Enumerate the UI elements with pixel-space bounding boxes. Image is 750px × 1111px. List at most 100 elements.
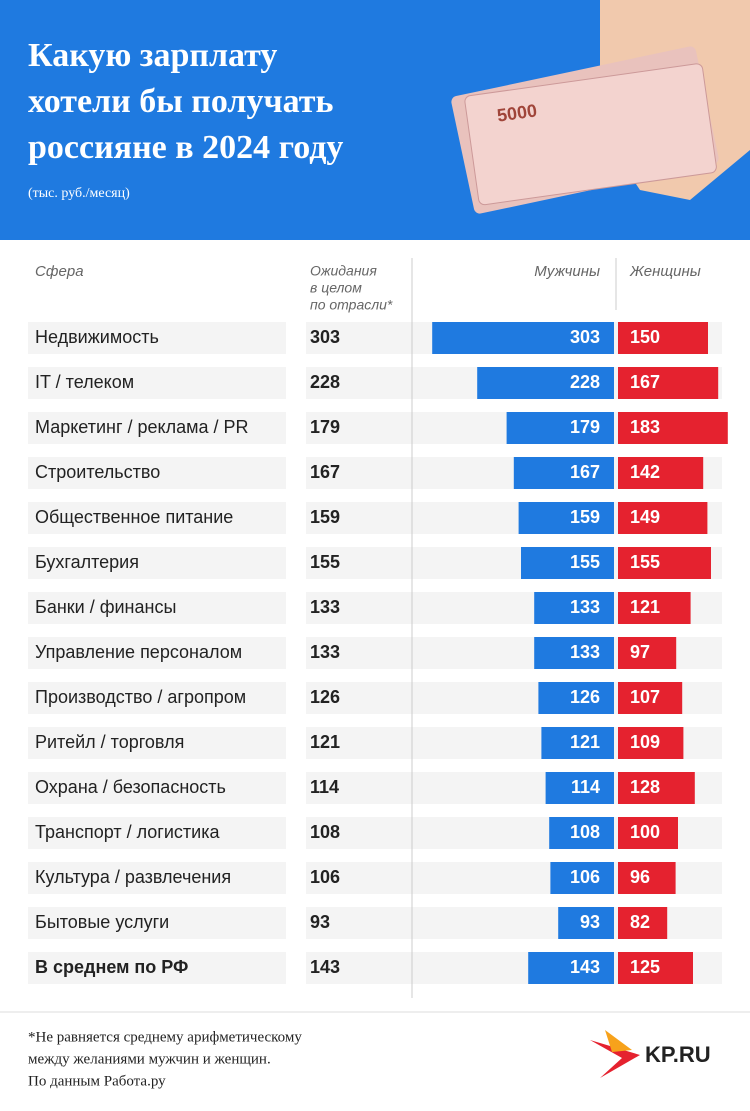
category-label: Управление персоналом xyxy=(35,642,242,662)
overall-value: 303 xyxy=(310,327,340,347)
bar xyxy=(534,637,614,669)
bar xyxy=(618,412,728,444)
row-gap xyxy=(286,907,306,939)
value-label: 93 xyxy=(580,912,600,932)
bar xyxy=(558,907,614,939)
value-label: 106 xyxy=(570,867,600,887)
bar xyxy=(618,637,677,669)
bar xyxy=(538,682,614,714)
value-label: 96 xyxy=(630,867,650,887)
category-label: Недвижимость xyxy=(35,327,159,347)
bar xyxy=(618,682,683,714)
bar xyxy=(618,367,719,399)
legend-label: Женщины xyxy=(629,263,701,280)
value-label: 97 xyxy=(630,642,650,662)
value-label: 109 xyxy=(630,732,660,752)
value-label: 126 xyxy=(570,687,600,707)
row-gap xyxy=(286,547,306,579)
value-label: 121 xyxy=(630,597,660,617)
row-gap xyxy=(286,412,306,444)
overall-value: 114 xyxy=(310,777,339,797)
value-label: 121 xyxy=(570,732,600,752)
value-label: 143 xyxy=(570,957,600,977)
footnote: между желаниями мужчин и женщин. xyxy=(28,1051,271,1067)
bar xyxy=(521,547,614,579)
value-label: 133 xyxy=(570,642,600,662)
overall-value: 143 xyxy=(310,957,340,977)
category-label: Ритейл / торговля xyxy=(35,732,184,752)
value-label: 303 xyxy=(570,327,600,347)
value-label: 179 xyxy=(570,417,600,437)
row-gap xyxy=(286,592,306,624)
row-gap xyxy=(286,502,306,534)
value-label: 167 xyxy=(570,462,600,482)
bar xyxy=(618,952,693,984)
bar xyxy=(477,367,614,399)
bar xyxy=(506,412,614,444)
category-label: Общественное питание xyxy=(35,507,233,527)
category-label: Культура / развлечения xyxy=(35,867,231,887)
legend-label: Мужчины xyxy=(534,263,600,280)
value-label: 183 xyxy=(630,417,660,437)
category-label: Охрана / безопасность xyxy=(35,777,226,797)
category-label: IT / телеком xyxy=(35,372,134,392)
column-header: Сфера xyxy=(35,263,84,280)
overall-value: 167 xyxy=(310,462,340,482)
row-gap xyxy=(286,457,306,489)
chart-title: хотели бы получать xyxy=(28,83,333,120)
bar xyxy=(618,907,668,939)
column-header: в целом xyxy=(310,280,362,296)
value-label: 108 xyxy=(570,822,600,842)
bar xyxy=(549,817,614,849)
row-gap xyxy=(286,637,306,669)
bar xyxy=(513,457,614,489)
overall-value: 228 xyxy=(310,372,340,392)
value-label: 142 xyxy=(630,462,660,482)
column-header: по отрасли* xyxy=(310,297,393,313)
value-label: 228 xyxy=(570,372,600,392)
value-label: 107 xyxy=(630,687,660,707)
column-header: Ожидания xyxy=(310,263,377,279)
overall-value: 106 xyxy=(310,867,340,887)
row-gap xyxy=(286,367,306,399)
bar xyxy=(534,592,614,624)
value-label: 82 xyxy=(630,912,650,932)
overall-value: 159 xyxy=(310,507,340,527)
bar xyxy=(618,772,695,804)
money-illustration: 5000 xyxy=(451,0,750,214)
bar xyxy=(618,547,711,579)
bar xyxy=(550,862,614,894)
bar xyxy=(618,592,691,624)
category-label: В среднем по РФ xyxy=(35,957,188,977)
row-gap xyxy=(286,322,306,354)
logo-icon xyxy=(590,1030,640,1078)
category-label: Строительство xyxy=(35,462,160,482)
category-label: Транспорт / логистика xyxy=(35,822,220,842)
value-label: 133 xyxy=(570,597,600,617)
value-label: 159 xyxy=(570,507,600,527)
overall-value: 155 xyxy=(310,552,340,572)
overall-value: 133 xyxy=(310,642,340,662)
overall-value: 93 xyxy=(310,912,330,932)
value-label: 100 xyxy=(630,822,660,842)
category-label: Бытовые услуги xyxy=(35,912,169,932)
value-label: 167 xyxy=(630,372,660,392)
footnote: *Не равняется среднему арифметическому xyxy=(28,1029,302,1045)
bar xyxy=(518,502,614,534)
overall-value: 133 xyxy=(310,597,340,617)
category-label: Маркетинг / реклама / PR xyxy=(35,417,249,437)
bar xyxy=(528,952,614,984)
chart-title: россияне в 2024 году xyxy=(28,129,343,166)
value-label: 150 xyxy=(630,327,660,347)
chart-title: Какую зарплату xyxy=(28,37,277,74)
category-label: Производство / агропром xyxy=(35,687,246,707)
value-label: 114 xyxy=(571,777,600,797)
overall-value: 126 xyxy=(310,687,340,707)
overall-value: 121 xyxy=(310,732,340,752)
row-gap xyxy=(286,682,306,714)
row-gap xyxy=(286,817,306,849)
row-gap xyxy=(286,952,306,984)
overall-value: 179 xyxy=(310,417,340,437)
